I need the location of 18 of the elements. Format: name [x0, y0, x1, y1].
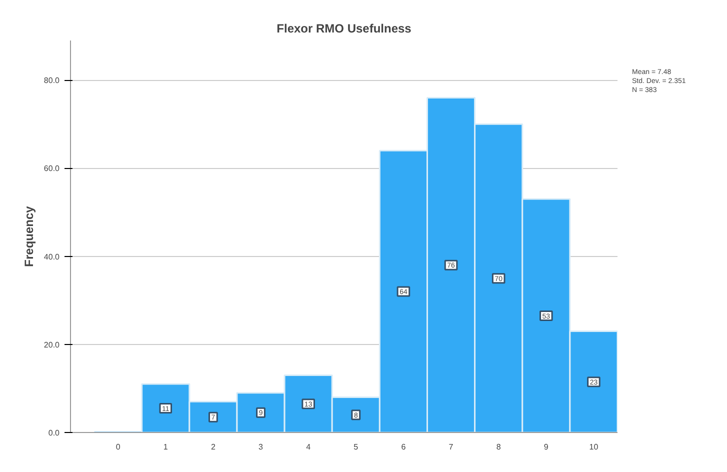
x-tick-label: 2 [210, 442, 216, 452]
y-tick-label: 80.0 [44, 76, 60, 86]
x-tick-label: 0 [116, 442, 121, 452]
x-tick-label: 3 [258, 442, 264, 452]
y-tick-label: 0.0 [48, 428, 60, 438]
chart-title: Flexor RMO Usefulness [276, 22, 412, 36]
y-tick-label: 40.0 [44, 252, 60, 262]
x-tick-label: 6 [401, 442, 406, 452]
x-tick-label: 7 [448, 442, 454, 452]
x-tick-label: 9 [544, 442, 549, 452]
x-tick-label: 10 [589, 442, 599, 452]
x-tick-label: 1 [163, 442, 168, 452]
x-tick-label: 8 [496, 442, 502, 452]
x-tick-label: 4 [306, 442, 312, 452]
y-tick-label: 20.0 [44, 340, 60, 350]
y-tick-label: 60.0 [44, 164, 60, 174]
x-tick-label: 5 [354, 442, 359, 452]
y-axis-title: Frequency [22, 206, 36, 267]
